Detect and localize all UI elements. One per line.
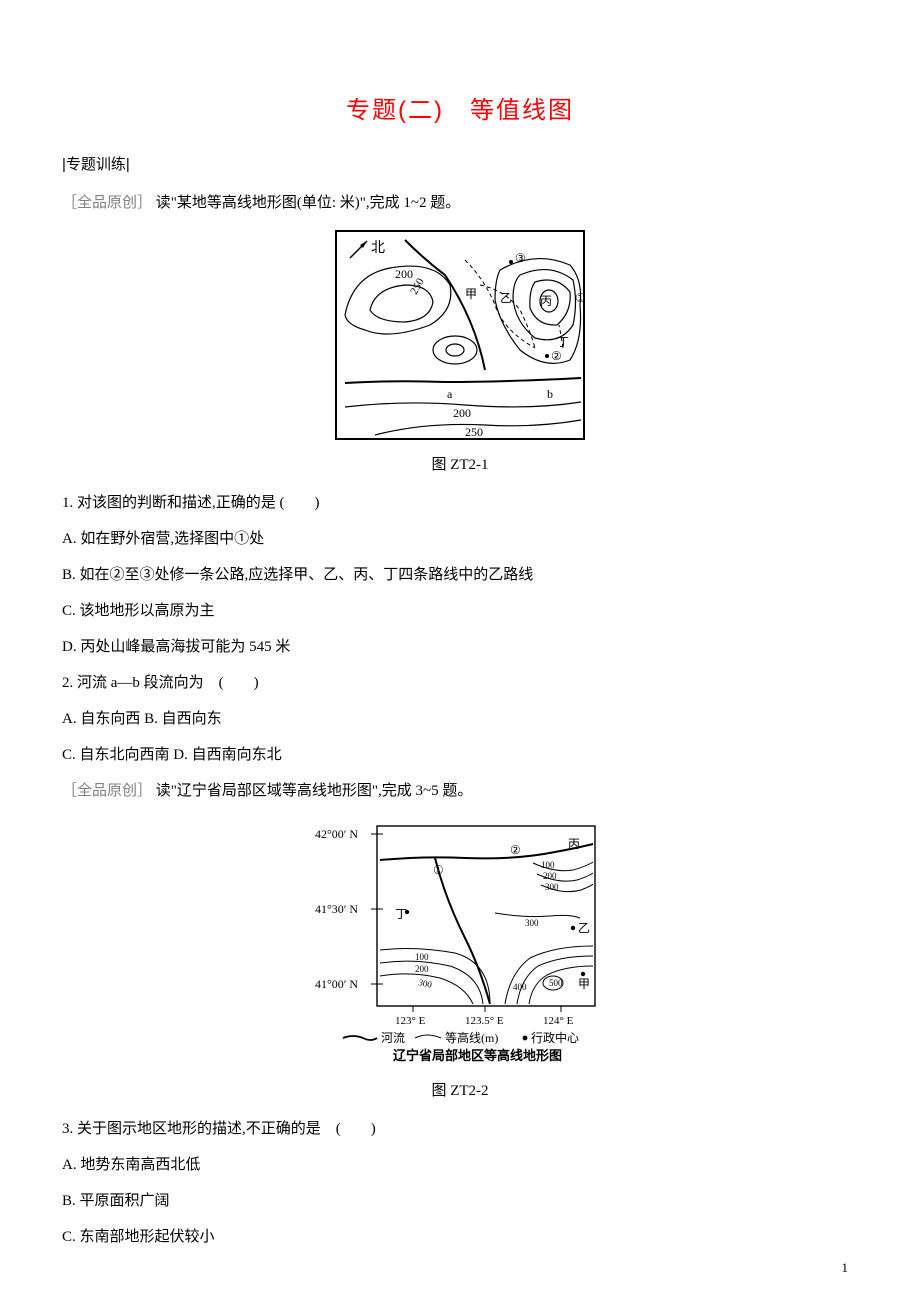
contour-label: 200 [543, 871, 557, 881]
contour-label: 100 [415, 952, 429, 962]
contour-label: 300 [545, 882, 559, 892]
point-label-jia: 甲 [465, 287, 477, 301]
point-bing: 丙 [568, 837, 580, 851]
point-label-1: ① [575, 291, 585, 305]
map-title: 辽宁省局部地区等高线地形图 [393, 1048, 562, 1063]
page-number: 1 [842, 1260, 849, 1276]
source-tag-1: ［全品原创］ [62, 195, 152, 211]
page: 专题(二) 等值线图 |专题训练| ［全品原创］ 读"某地等高线地形图(单位: … [0, 0, 920, 1302]
contour-label: 200 [395, 267, 413, 281]
point-yi: 乙 [578, 921, 590, 935]
figure-2: 42°00′ N 41°30′ N 41°00′ N ① ② 丙 丁 乙 甲 [62, 818, 858, 1071]
intro-1-text: 读"某地等高线地形图(单位: 米)",完成 1~2 题。 [156, 195, 461, 211]
contour-label: 200 [415, 964, 429, 974]
point-label-1: ① [433, 863, 444, 877]
point-label-2: ② [510, 843, 521, 857]
contour-label: 100 [541, 860, 555, 870]
point-ding: 丁 [395, 907, 407, 921]
figure-1: 北 200 250 丙 ① 甲 乙 丁 ③ ② [62, 230, 858, 445]
river-label-b: b [547, 387, 553, 401]
contour-map-1: 北 200 250 丙 ① 甲 乙 丁 ③ ② [335, 230, 585, 440]
document-title: 专题(二) 等值线图 [62, 90, 858, 125]
q1-option-b: B. 如在②至③处修一条公路,应选择甲、乙、丙、丁四条路线中的乙路线 [62, 560, 858, 590]
north-label: 北 [371, 240, 385, 256]
source-tag-2: ［全品原创］ [62, 783, 152, 799]
legend-contour: 等高线(m) [445, 1030, 498, 1045]
q3-option-c: C. 东南部地形起伏较小 [62, 1222, 858, 1252]
intro-2-text: 读"辽宁省局部区域等高线地形图",完成 3~5 题。 [156, 783, 473, 799]
q2-option-cd: C. 自东北向西南 D. 自西南向东北 [62, 740, 858, 770]
q3-option-b: B. 平原面积广阔 [62, 1186, 858, 1216]
contour-label: 400 [513, 982, 527, 992]
question-2: 2. 河流 a—b 段流向为 ( ) [62, 668, 858, 698]
contour-map-2: 42°00′ N 41°30′ N 41°00′ N ① ② 丙 丁 乙 甲 [315, 818, 605, 1066]
q3-option-a: A. 地势东南高西北低 [62, 1150, 858, 1180]
river-label-a: a [447, 387, 453, 401]
lon-label: 123° E [395, 1015, 426, 1027]
legend-river: 河流 [381, 1031, 405, 1045]
legend: 河流 等高线(m) 行政中心 [343, 1030, 579, 1045]
contour-label: 500 [549, 978, 563, 988]
intro-2: ［全品原创］ 读"辽宁省局部区域等高线地形图",完成 3~5 题。 [62, 776, 858, 806]
q1-option-a: A. 如在野外宿营,选择图中①处 [62, 524, 858, 554]
q2-option-ab: A. 自东向西 B. 自西向东 [62, 704, 858, 734]
lon-label: 124° E [543, 1015, 574, 1027]
q1-option-d: D. 丙处山峰最高海拔可能为 545 米 [62, 632, 858, 662]
lat-label: 42°00′ N [315, 827, 358, 841]
lat-label: 41°30′ N [315, 902, 358, 916]
contour-label: 200 [453, 406, 471, 420]
legend-admin: 行政中心 [531, 1030, 579, 1045]
question-3: 3. 关于图示地区地形的描述,不正确的是 ( ) [62, 1114, 858, 1144]
point-label-bing: 丙 [540, 294, 552, 308]
figure-1-caption: 图 ZT2-1 [62, 453, 858, 474]
question-1: 1. 对该图的判断和描述,正确的是 ( ) [62, 488, 858, 518]
contour-label: 300 [525, 918, 539, 928]
contour-label: 250 [465, 425, 483, 439]
point-label-3: ③ [515, 251, 526, 265]
point-jia: 甲 [578, 977, 590, 991]
intro-1: ［全品原创］ 读"某地等高线地形图(单位: 米)",完成 1~2 题。 [62, 188, 858, 218]
section-label: |专题训练| [62, 153, 858, 174]
point-label-yi: 乙 [500, 291, 512, 305]
point-label-ding: 丁 [557, 335, 569, 349]
lon-label: 123.5° E [465, 1015, 504, 1027]
lat-label: 41°00′ N [315, 977, 358, 991]
point-label-2: ② [551, 349, 562, 363]
q1-option-c: C. 该地地形以高原为主 [62, 596, 858, 626]
figure-2-caption: 图 ZT2-2 [62, 1079, 858, 1100]
